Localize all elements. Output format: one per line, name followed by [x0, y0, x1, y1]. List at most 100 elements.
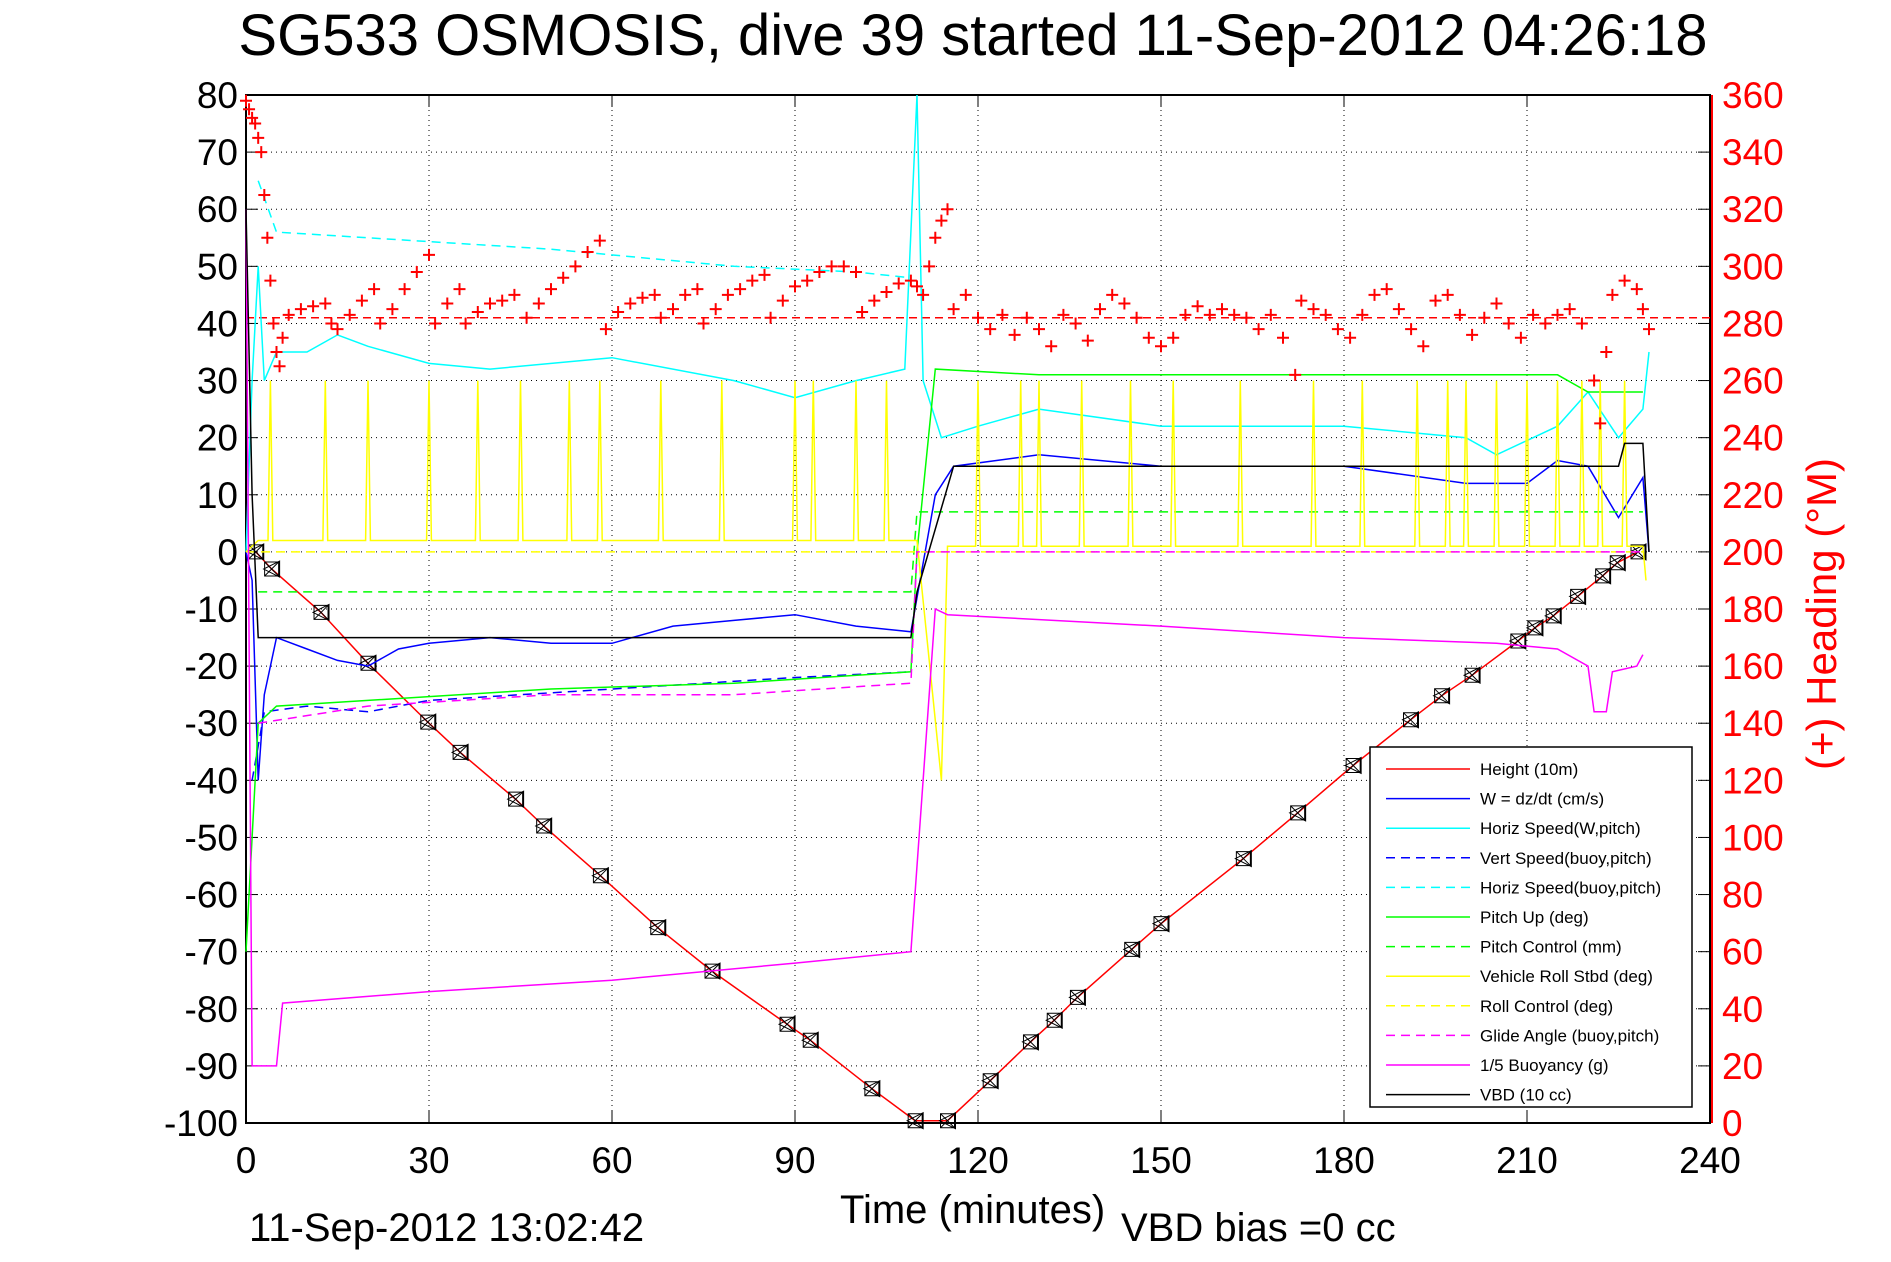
heading-point [429, 317, 442, 330]
heading-point [1295, 294, 1308, 307]
y-tick-label: -10 [185, 589, 238, 630]
heading-point [1106, 288, 1119, 301]
heading-point [709, 303, 722, 316]
heading-point [880, 286, 893, 299]
legend-label: W = dz/dt (cm/s) [1480, 790, 1604, 809]
y-tick-label: -50 [185, 817, 238, 858]
heading-point [459, 317, 472, 330]
heading-point [1118, 297, 1131, 310]
heading-point [941, 203, 954, 216]
heading-point [1618, 274, 1631, 287]
series-line [257, 180, 911, 279]
heading-point [1081, 334, 1094, 347]
right-axis-label: (+) Heading (°M) [1798, 457, 1845, 771]
y-tick-label: -100 [164, 1103, 238, 1144]
height-marker [534, 817, 553, 835]
legend-box [1369, 746, 1693, 1108]
heading-point [789, 280, 801, 293]
x-tick-label: 90 [774, 1140, 815, 1181]
height-marker [981, 1071, 999, 1090]
height-marker [1151, 914, 1170, 933]
heading-point [1575, 317, 1588, 330]
heading-point [1264, 308, 1277, 321]
heading-point [1307, 303, 1320, 316]
height-marker [1508, 632, 1527, 650]
heading-point [923, 260, 936, 273]
height-marker [1234, 849, 1252, 868]
heading-point [386, 303, 399, 316]
height-marker [591, 866, 609, 885]
heading-point [270, 346, 283, 358]
height-marker [938, 1111, 956, 1130]
heading-point [1636, 303, 1649, 316]
y-tick-label: 10 [197, 475, 238, 516]
height-marker [1462, 666, 1481, 685]
series-line [245, 454, 1650, 781]
heading-point [307, 300, 320, 313]
heading-point [1142, 331, 1155, 344]
series-line [245, 380, 1647, 781]
y-right-tick-label: 260 [1722, 361, 1784, 402]
heading-point [252, 131, 265, 144]
heading-point [1228, 308, 1241, 321]
y-right-tick-label: 100 [1722, 817, 1784, 858]
heading-point [273, 360, 286, 373]
y-right-tick-label: 200 [1722, 532, 1784, 573]
heading-point [374, 317, 387, 330]
heading-point [1502, 317, 1515, 330]
y-right-tick-label: 160 [1722, 646, 1784, 687]
heading-point [355, 294, 368, 307]
heading-point [1417, 340, 1430, 353]
legend-label: Height (10m) [1480, 760, 1578, 779]
y-right-tick-label: 120 [1722, 760, 1784, 801]
heading-point [1514, 331, 1527, 344]
heading-point [1094, 303, 1106, 316]
y-right-tick-label: 300 [1722, 246, 1784, 287]
heading-point [319, 297, 332, 310]
y-right-tick-label: 180 [1722, 589, 1784, 630]
series-line [245, 94, 1650, 552]
heading-point [911, 280, 923, 293]
heading-point [1356, 308, 1369, 321]
heading-point [325, 317, 338, 330]
heading-point [246, 111, 259, 124]
heading-point [1606, 288, 1619, 301]
y-tick-label: -30 [185, 703, 238, 744]
legend-label: Horiz Speed(buoy,pitch) [1480, 878, 1661, 897]
y-tick-label: -60 [185, 875, 238, 916]
y-right-tick-label: 280 [1722, 303, 1784, 344]
height-marker [1068, 988, 1086, 1007]
y-right-tick-label: 340 [1722, 132, 1784, 173]
heading-point [410, 266, 423, 279]
heading-point [1069, 317, 1082, 330]
heading-point [1600, 346, 1613, 358]
heading-point [398, 283, 411, 296]
series-line [245, 209, 1650, 639]
legend-label: VBD (10 cc) [1480, 1086, 1572, 1105]
y-right-tick-label: 220 [1722, 475, 1784, 516]
footer-vbd-bias: VBD bias =0 cc [1121, 1206, 1396, 1250]
x-tick-label: 60 [591, 1140, 632, 1181]
heading-point [1380, 283, 1393, 296]
heading-point [423, 248, 435, 261]
heading-point [1155, 340, 1167, 353]
heading-point [1319, 308, 1332, 321]
y-tick-label: -40 [185, 760, 238, 801]
heading-point [282, 308, 295, 321]
heading-point [267, 317, 280, 330]
height-marker [418, 713, 437, 731]
heading-point [294, 303, 307, 316]
height-marker [1608, 553, 1626, 572]
series-line [245, 209, 1644, 1067]
legend-label: Vehicle Roll Stbd (deg) [1480, 967, 1653, 986]
height-marker [1045, 1011, 1063, 1030]
heading-point [453, 283, 466, 296]
y-right-tick-label: 240 [1722, 418, 1784, 459]
heading-point [776, 294, 789, 307]
y-tick-label: 20 [197, 418, 238, 459]
heading-point [276, 331, 289, 344]
height-marker [1432, 686, 1451, 705]
heading-point [1478, 311, 1491, 324]
heading-point [1203, 308, 1216, 321]
